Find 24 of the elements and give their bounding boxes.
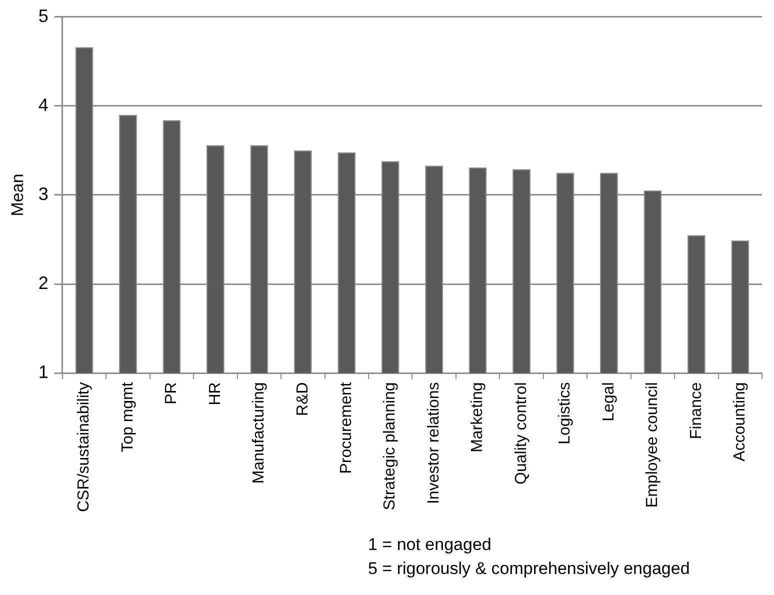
x-tick-label: Strategic planning xyxy=(382,382,399,510)
y-tick-label: 2 xyxy=(38,273,48,294)
x-tick-label: Marketing xyxy=(469,382,486,452)
x-tick-label: Accounting xyxy=(732,382,749,462)
x-tick-label: Top mgmt xyxy=(119,382,136,452)
text: 1 = not engaged xyxy=(368,534,492,556)
text: 5 = rigorously & comprehensively engaged xyxy=(368,558,690,580)
x-tick-label: Finance xyxy=(688,382,705,440)
x-tick-label: Procurement xyxy=(338,382,356,474)
x-tick-label: Employee council xyxy=(644,382,662,508)
x-tick-label: Manufacturing xyxy=(250,382,268,484)
x-tick-label: Logistics xyxy=(556,382,574,444)
y-tick-label: 3 xyxy=(38,184,48,204)
y-tick-label: 1 xyxy=(38,362,48,382)
x-tick-label: R&D xyxy=(294,382,312,416)
y-tick-label: 5 xyxy=(38,6,48,26)
x-tick-label: Investor relations xyxy=(425,382,442,504)
y-axis-title: Mean xyxy=(8,174,27,216)
x-tick-label: PR xyxy=(163,382,180,404)
y-tick-label: 4 xyxy=(38,94,48,115)
x-tick-label: HR xyxy=(206,382,224,406)
x-tick-label: CSR/sustainability xyxy=(76,382,93,512)
x-tick-label: Quality control xyxy=(512,382,530,484)
x-tick-label: Legal xyxy=(600,382,618,422)
